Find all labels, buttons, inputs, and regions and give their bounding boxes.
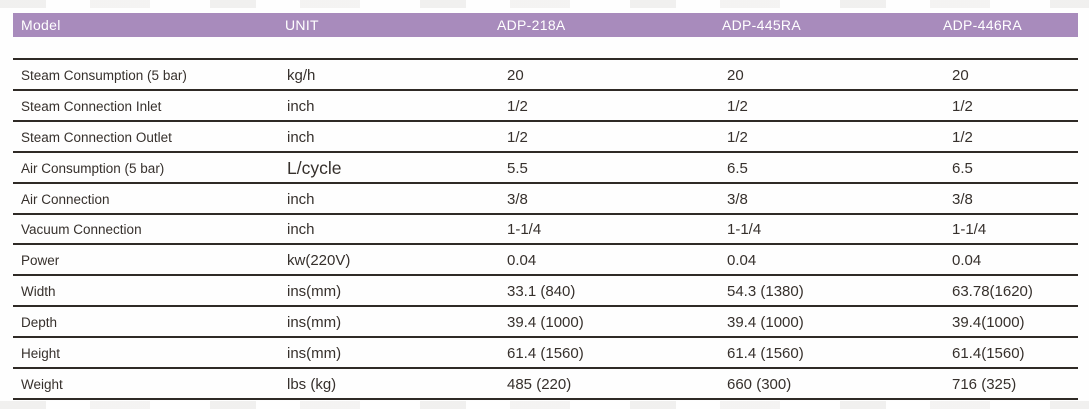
- table-row-power: Power kw(220V) 0.04 0.04 0.04: [13, 245, 1078, 277]
- spec-value-adp-445ra: 1-1/4: [727, 221, 762, 239]
- table-row-weight: Weight lbs (kg) 485 (220) 660 (300) 716 …: [13, 369, 1078, 400]
- spec-value-adp-218a: 3/8: [507, 190, 528, 208]
- spec-value-adp-446ra: 6.5: [952, 159, 973, 177]
- spec-value-adp-445ra: 39.4 (1000): [727, 314, 804, 332]
- spec-label: Weight: [21, 377, 63, 393]
- spec-value-adp-218a: 33.1 (840): [507, 283, 576, 301]
- spec-value-adp-446ra: 39.4(1000): [952, 314, 1025, 332]
- spec-unit: inch: [287, 128, 315, 146]
- spec-value-adp-445ra: 3/8: [727, 190, 748, 208]
- table-row-air-consumption: Air Consumption (5 bar) L/cycle 5.5 6.5 …: [13, 153, 1078, 184]
- spec-value-adp-218a: 20: [507, 66, 524, 84]
- spec-value-adp-445ra: 660 (300): [727, 376, 792, 394]
- spec-value-adp-446ra: 61.4(1560): [952, 345, 1025, 363]
- spec-label: Air Connection: [21, 191, 110, 207]
- spec-value-adp-445ra: 1/2: [727, 128, 748, 146]
- spec-value-adp-445ra: 6.5: [727, 159, 748, 177]
- table-header-row: Model UNIT ADP-218A ADP-445RA ADP-446RA: [13, 13, 1078, 37]
- spec-value-adp-446ra: 20: [952, 66, 969, 84]
- table-row-air-connection: Air Connection inch 3/8 3/8 3/8: [13, 184, 1078, 215]
- spec-value-adp-218a: 1/2: [507, 128, 528, 146]
- spec-value-adp-445ra: 20: [727, 66, 744, 84]
- spec-value-adp-218a: 5.5: [507, 159, 528, 177]
- table-row-steam-outlet: Steam Connection Outlet inch 1/2 1/2 1/2: [13, 122, 1078, 153]
- table-row-height: Height ins(mm) 61.4 (1560) 61.4 (1560) 6…: [13, 338, 1078, 370]
- spec-value-adp-446ra: 716 (325): [952, 376, 1017, 394]
- spec-value-adp-446ra: 63.78(1620): [952, 283, 1033, 301]
- spec-value-adp-446ra: 3/8: [952, 190, 973, 208]
- table-row-vacuum-connection: Vacuum Connection inch 1-1/4 1-1/4 1-1/4: [13, 215, 1078, 246]
- spec-value-adp-218a: 61.4 (1560): [507, 345, 584, 363]
- spec-label: Depth: [21, 315, 58, 331]
- spec-label: Vacuum Connection: [21, 222, 142, 238]
- spec-label: Steam Connection Outlet: [21, 129, 172, 145]
- spec-label: Steam Connection Inlet: [21, 98, 162, 114]
- spec-unit: inch: [287, 221, 315, 239]
- column-header-adp-218a: ADP-218A: [497, 17, 566, 33]
- spec-value-adp-218a: 1/2: [507, 97, 528, 115]
- spec-label: Width: [21, 284, 56, 300]
- column-header-model: Model: [21, 17, 61, 33]
- spec-value-adp-445ra: 61.4 (1560): [727, 345, 804, 363]
- scan-artifact-bottom: [0, 401, 1089, 409]
- spec-unit: kw(220V): [287, 252, 351, 270]
- spec-table-body: Steam Consumption (5 bar) kg/h 20 20 20 …: [13, 58, 1078, 400]
- spec-label: Height: [21, 346, 61, 362]
- spec-value-adp-446ra: 1-1/4: [952, 221, 987, 239]
- spec-unit: inch: [287, 97, 315, 115]
- spec-unit: kg/h: [287, 66, 316, 84]
- spec-label: Steam Consumption (5 bar): [21, 67, 187, 83]
- table-row-width: Width ins(mm) 33.1 (840) 54.3 (1380) 63.…: [13, 276, 1078, 308]
- spec-value-adp-445ra: 0.04: [727, 252, 757, 270]
- spec-value-adp-446ra: 1/2: [952, 97, 973, 115]
- spec-value-adp-218a: 485 (220): [507, 376, 572, 394]
- column-header-adp-446ra: ADP-446RA: [943, 17, 1022, 33]
- spec-unit: ins(mm): [287, 283, 342, 301]
- scan-artifact-top: [0, 0, 1089, 8]
- spec-value-adp-218a: 1-1/4: [507, 221, 542, 239]
- spec-value-adp-218a: 0.04: [507, 252, 537, 270]
- spec-value-adp-445ra: 1/2: [727, 97, 748, 115]
- spec-value-adp-446ra: 1/2: [952, 128, 973, 146]
- spec-unit: L/cycle: [287, 157, 342, 178]
- spec-value-adp-446ra: 0.04: [952, 252, 982, 270]
- spec-unit: inch: [287, 190, 315, 208]
- column-header-unit: UNIT: [285, 17, 319, 33]
- table-row-steam-consumption: Steam Consumption (5 bar) kg/h 20 20 20: [13, 60, 1078, 91]
- table-row-depth: Depth ins(mm) 39.4 (1000) 39.4 (1000) 39…: [13, 307, 1078, 339]
- spec-value-adp-445ra: 54.3 (1380): [727, 283, 804, 301]
- spec-label: Power: [21, 253, 60, 269]
- spec-unit: lbs (kg): [287, 376, 337, 394]
- column-header-adp-445ra: ADP-445RA: [722, 17, 801, 33]
- spec-unit: ins(mm): [287, 314, 342, 332]
- spec-label: Air Consumption (5 bar): [21, 160, 165, 176]
- spec-unit: ins(mm): [287, 345, 342, 363]
- spec-value-adp-218a: 39.4 (1000): [507, 314, 584, 332]
- table-row-steam-inlet: Steam Connection Inlet inch 1/2 1/2 1/2: [13, 91, 1078, 122]
